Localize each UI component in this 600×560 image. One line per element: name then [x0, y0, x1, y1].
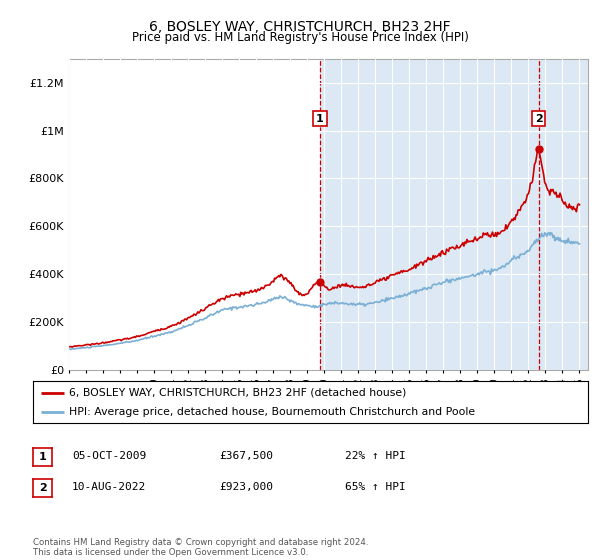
Text: 05-OCT-2009: 05-OCT-2009 [72, 451, 146, 461]
Text: HPI: Average price, detached house, Bournemouth Christchurch and Poole: HPI: Average price, detached house, Bour… [69, 407, 475, 417]
Text: £923,000: £923,000 [219, 482, 273, 492]
Text: 2: 2 [535, 114, 542, 124]
Text: 6, BOSLEY WAY, CHRISTCHURCH, BH23 2HF: 6, BOSLEY WAY, CHRISTCHURCH, BH23 2HF [149, 20, 451, 34]
Bar [320, 59, 588, 370]
Text: Price paid vs. HM Land Registry's House Price Index (HPI): Price paid vs. HM Land Registry's House … [131, 31, 469, 44]
Text: 10-AUG-2022: 10-AUG-2022 [72, 482, 146, 492]
Text: 65% ↑ HPI: 65% ↑ HPI [345, 482, 406, 492]
Text: 22% ↑ HPI: 22% ↑ HPI [345, 451, 406, 461]
Text: 1: 1 [316, 114, 324, 124]
Text: 6, BOSLEY WAY, CHRISTCHURCH, BH23 2HF (detached house): 6, BOSLEY WAY, CHRISTCHURCH, BH23 2HF (d… [69, 388, 406, 398]
Text: £367,500: £367,500 [219, 451, 273, 461]
Text: 2: 2 [39, 483, 46, 493]
Text: Contains HM Land Registry data © Crown copyright and database right 2024.
This d: Contains HM Land Registry data © Crown c… [33, 538, 368, 557]
Text: 1: 1 [39, 452, 46, 462]
